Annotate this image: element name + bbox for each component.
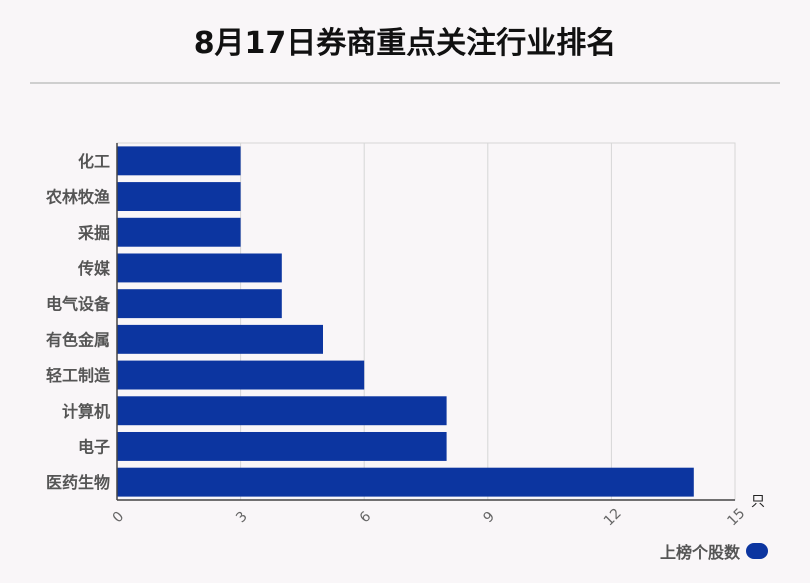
y-category-label: 采掘: [77, 223, 110, 242]
chart-title: 8月17日券商重点关注行业排名: [193, 26, 617, 61]
legend-swatch: [746, 543, 769, 559]
x-tick-label: 6: [357, 509, 375, 527]
x-tick-label: 9: [480, 509, 498, 527]
y-category-label: 农林牧渔: [45, 188, 110, 207]
y-category-label: 医药生物: [46, 473, 110, 492]
x-tick-label: 15: [724, 505, 748, 529]
bar: [117, 253, 282, 283]
y-category-label: 有色金属: [46, 330, 110, 349]
title-divider: [30, 82, 780, 84]
bar: [117, 360, 365, 390]
y-category-label: 化工: [78, 152, 110, 171]
bar: [117, 324, 323, 354]
y-category-label: 轻工制造: [46, 366, 111, 385]
y-category-label: 传媒: [77, 259, 111, 278]
bar: [117, 146, 241, 176]
x-tick-label: 0: [110, 509, 128, 527]
bar: [117, 431, 447, 461]
y-category-label: 电子: [78, 437, 110, 456]
legend-label: 上榜个股数: [660, 543, 741, 562]
bar: [117, 289, 282, 319]
bar: [117, 217, 241, 247]
legend[interactable]: 上榜个股数: [660, 540, 769, 562]
bar: [117, 467, 694, 497]
bar: [117, 396, 447, 426]
x-tick-label: 3: [233, 509, 251, 527]
y-category-label: 电气设备: [46, 295, 111, 314]
y-category-label: 计算机: [62, 402, 110, 421]
x-unit-label: 只: [751, 494, 765, 510]
bar: [117, 182, 241, 212]
x-tick-label: 12: [601, 505, 625, 529]
